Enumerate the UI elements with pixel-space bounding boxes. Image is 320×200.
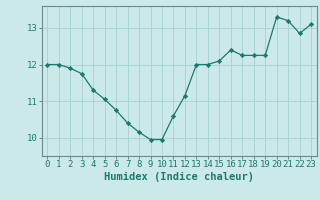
X-axis label: Humidex (Indice chaleur): Humidex (Indice chaleur) xyxy=(104,172,254,182)
